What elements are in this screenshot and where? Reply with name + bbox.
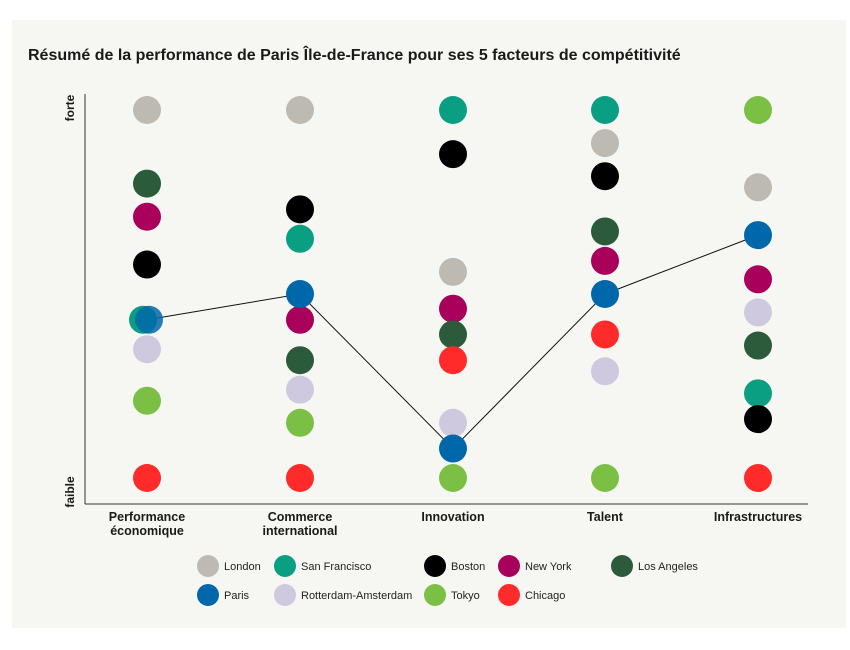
point-paris-innovation [439, 434, 467, 463]
point-san-francisco-talent [591, 96, 619, 124]
legend-swatch [498, 555, 520, 577]
point-london-innovation [439, 257, 467, 286]
point-new-york-commerce-international [286, 305, 314, 334]
point-boston-infrastructures [744, 405, 772, 434]
legend-item-new-york: New York [498, 555, 572, 577]
category-label-line: Commerce [268, 510, 333, 524]
chart-title: Résumé de la performance de Paris Île-de… [28, 45, 681, 64]
category-label-talent: Talent [587, 510, 624, 524]
legend-swatch [424, 584, 446, 606]
point-san-francisco-innovation [439, 96, 467, 124]
legend-label: New York [525, 561, 572, 573]
point-chicago-talent [591, 320, 619, 349]
legend-item-los-angeles: Los Angeles [611, 555, 698, 577]
legend-item-tokyo: Tokyo [424, 584, 480, 606]
chart-panel: Résumé de la performance de Paris Île-de… [12, 20, 846, 628]
point-chicago-commerce-international [286, 464, 314, 492]
y-axis-label-bottom: faible [63, 476, 77, 508]
point-tokyo-infrastructures [744, 96, 772, 124]
point-chicago-innovation [439, 346, 467, 375]
point-rotterdam-amsterdam-talent [591, 357, 619, 386]
point-paris-performance-economique [135, 305, 163, 334]
point-london-infrastructures [744, 173, 772, 202]
legend-label: Los Angeles [638, 561, 698, 573]
legend-swatch [424, 555, 446, 577]
legend-swatch [274, 555, 296, 577]
point-london-commerce-international [286, 96, 314, 124]
category-label-performance-economique: Performance économique [109, 510, 185, 538]
point-paris-infrastructures [744, 221, 772, 250]
point-los-angeles-talent [591, 217, 619, 246]
point-tokyo-performance-economique [133, 386, 161, 415]
legend-item-boston: Boston [424, 555, 485, 577]
point-chicago-infrastructures [744, 464, 772, 492]
point-los-angeles-innovation [439, 320, 467, 349]
legend-item-rotterdam-amsterdam: Rotterdam-Amsterdam [274, 584, 412, 606]
point-london-talent [591, 129, 619, 158]
point-tokyo-commerce-international [286, 408, 314, 437]
category-label-innovation: Innovation [421, 510, 484, 524]
y-axis-label-top: forte [63, 94, 77, 121]
legend-label: Paris [224, 590, 250, 602]
legend-label: Tokyo [451, 590, 480, 602]
category-label-line: Performance [109, 510, 185, 524]
point-tokyo-talent [591, 464, 619, 492]
point-rotterdam-amsterdam-infrastructures [744, 298, 772, 327]
legend-label: Chicago [525, 590, 565, 602]
point-los-angeles-infrastructures [744, 331, 772, 360]
legend-swatch [197, 584, 219, 606]
point-san-francisco-infrastructures [744, 379, 772, 408]
data-points [129, 96, 772, 492]
legend-label: San Francisco [301, 561, 371, 573]
point-boston-talent [591, 162, 619, 191]
point-los-angeles-commerce-international [286, 346, 314, 375]
category-label-commerce-international: Commerce international [262, 510, 337, 538]
point-paris-commerce-international [286, 280, 314, 308]
point-chicago-performance-economique [133, 464, 161, 492]
category-label-line: Talent [587, 510, 624, 524]
legend-label: Rotterdam-Amsterdam [301, 590, 412, 602]
point-new-york-performance-economique [133, 202, 161, 231]
legend-swatch [197, 555, 219, 577]
point-london-performance-economique [133, 96, 161, 124]
legend-swatch [274, 584, 296, 606]
point-san-francisco-commerce-international [286, 224, 314, 253]
category-label-line: Infrastructures [714, 510, 802, 524]
point-boston-commerce-international [286, 195, 314, 224]
point-new-york-infrastructures [744, 265, 772, 294]
point-los-angeles-performance-economique [133, 169, 161, 198]
legend-item-chicago: Chicago [498, 584, 565, 606]
point-paris-talent [591, 280, 619, 308]
legend-swatch [611, 555, 633, 577]
point-rotterdam-amsterdam-innovation [439, 408, 467, 437]
legend-label: London [224, 561, 261, 573]
legend-item-london: London [197, 555, 261, 577]
chart-svg: Résumé de la performance de Paris Île-de… [28, 45, 808, 606]
category-label-line: économique [110, 524, 184, 538]
legend-item-san-francisco: San Francisco [274, 555, 371, 577]
category-label-line: Innovation [421, 510, 484, 524]
point-boston-innovation [439, 140, 467, 169]
category-labels: Performance économique Commerce internation… [109, 510, 802, 538]
point-tokyo-innovation [439, 464, 467, 492]
point-rotterdam-amsterdam-performance-economique [133, 335, 161, 364]
point-new-york-innovation [439, 294, 467, 323]
category-label-infrastructures: Infrastructures [714, 510, 802, 524]
point-new-york-talent [591, 246, 619, 275]
legend-swatch [498, 584, 520, 606]
point-rotterdam-amsterdam-commerce-international [286, 375, 314, 404]
legend: London San Francisco Boston New York Los Ang… [197, 555, 698, 606]
category-label-line: international [262, 524, 337, 538]
legend-label: Boston [451, 561, 485, 573]
legend-item-paris: Paris [197, 584, 250, 606]
point-boston-performance-economique [133, 250, 161, 279]
